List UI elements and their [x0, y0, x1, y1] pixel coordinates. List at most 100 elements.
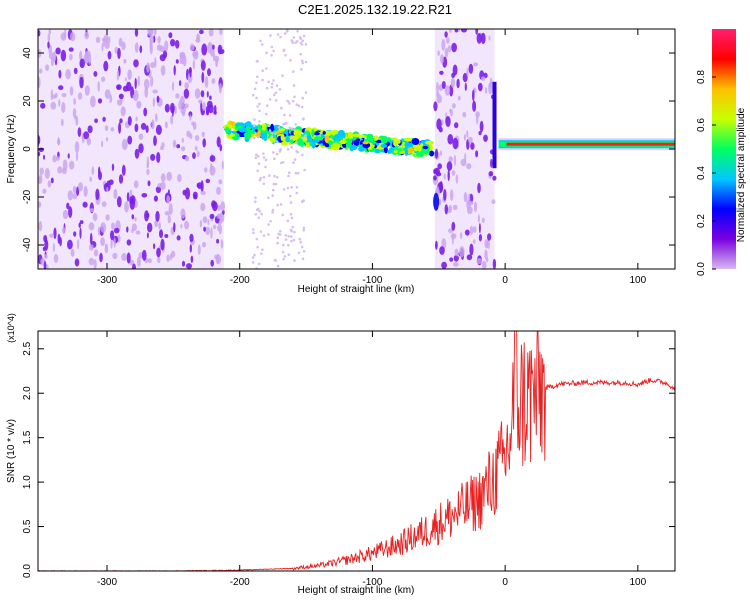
spectrogram-blob	[217, 204, 221, 212]
spectrogram-blob	[79, 220, 84, 225]
spectrogram-blob	[68, 206, 73, 218]
spectrogram-blob	[127, 69, 132, 81]
spectrogram-blob	[44, 168, 50, 179]
spectrogram-blob	[188, 111, 193, 118]
spectrogram-blob	[160, 65, 166, 76]
spectrogram-dot	[301, 61, 305, 65]
spectrogram-dot	[264, 165, 267, 169]
spectrogram-blob	[192, 152, 196, 160]
spectrogram-blob	[459, 246, 465, 258]
spectrogram-blob	[134, 42, 139, 53]
spectrogram-blob	[472, 239, 476, 244]
spectrogram-dot	[261, 78, 264, 82]
spectrogram-dot	[278, 88, 282, 91]
spectrogram-blob	[73, 231, 77, 237]
spectrogram-dot	[258, 209, 262, 213]
spectrogram-blob	[43, 235, 48, 243]
spectrogram-dot	[264, 158, 268, 162]
spectrogram-blob	[472, 89, 475, 102]
spectrogram-blob	[450, 233, 457, 240]
spectrogram-blob	[261, 123, 267, 131]
spectrogram-dot	[260, 252, 263, 255]
spectrogram-blob	[52, 242, 56, 253]
y-tick-label: 40	[22, 47, 33, 59]
spectrogram-blob	[83, 185, 88, 197]
spectrogram-dot	[258, 109, 261, 113]
spectrogram-blob	[134, 148, 140, 159]
spectrogram-blob	[220, 201, 226, 212]
x-tick-label: -200	[230, 577, 250, 588]
spectrogram-dot	[295, 103, 299, 106]
spectrogram-blob	[207, 42, 213, 54]
spectrogram-blob	[460, 158, 467, 167]
spectrogram-dot	[272, 188, 275, 192]
y-tick-label: 2.5	[22, 341, 33, 355]
spectrogram-blob	[175, 93, 180, 99]
spectrogram-blob	[147, 180, 151, 187]
spectrogram-blob	[404, 142, 413, 148]
spectrogram-blob	[492, 175, 497, 181]
page-title: C2E1.2025.132.19.22.R21	[298, 2, 452, 17]
spectrogram-blob	[478, 234, 482, 242]
spectrogram-blob	[166, 195, 170, 204]
spectrogram-dot	[260, 212, 263, 216]
spectrogram-blob	[210, 259, 214, 267]
spectrogram-x-label: Height of straight line (km)	[298, 284, 415, 295]
spectrogram-blob	[97, 98, 103, 104]
spectrogram-dot	[271, 208, 275, 212]
spectrogram-dot	[256, 59, 259, 63]
spectrogram-blob	[103, 60, 109, 72]
snr-series-line	[38, 331, 675, 571]
spectrogram-blob	[103, 34, 109, 44]
spectrogram-dot	[290, 186, 293, 189]
spectrogram-blob	[150, 153, 156, 161]
spectrogram-dot	[257, 162, 261, 165]
spectrogram-blob	[152, 89, 158, 94]
spectrogram-blob	[467, 206, 473, 215]
spectrogram-blob	[47, 180, 52, 188]
spectrogram-blob	[48, 29, 52, 35]
spectrogram-blob	[122, 85, 129, 92]
spectrogram-dot	[289, 194, 292, 198]
spectrogram-dot	[256, 245, 259, 249]
spectrogram-blob	[483, 134, 488, 142]
spectrogram-blob	[167, 214, 171, 224]
spectrogram-blob	[49, 233, 55, 238]
spectrogram-dot	[293, 158, 297, 161]
spectrogram-blob	[86, 50, 91, 58]
spectrogram-blob	[89, 208, 94, 213]
spectrogram-blob	[170, 115, 174, 125]
spectrogram-blob	[158, 222, 162, 230]
spectrogram-blob	[404, 137, 412, 142]
spectrogram-blob	[257, 124, 262, 129]
spectrogram-blob	[170, 250, 176, 258]
y-tick-label: 0	[22, 146, 33, 152]
spectrogram-blob	[47, 33, 51, 42]
spectrogram-dot	[292, 36, 296, 39]
spectrogram-blob	[79, 76, 84, 89]
spectrogram-blob	[161, 142, 165, 148]
spectrogram-blob	[50, 101, 57, 110]
spectrogram-blob	[135, 116, 138, 122]
spectrogram-blob	[134, 123, 139, 133]
spectrogram-blob	[136, 100, 142, 109]
spectrogram-dot	[259, 39, 262, 43]
spectrogram-dot	[265, 104, 269, 107]
spectrogram-blob	[210, 227, 213, 240]
spectrogram-blob	[137, 75, 140, 87]
x-tick-label: 0	[502, 275, 508, 286]
spectrogram-dot	[280, 106, 283, 110]
spectrogram-dot	[254, 213, 258, 216]
spectrogram-blob	[451, 42, 457, 53]
spectrogram-blob	[67, 190, 74, 201]
spectrogram-dot	[288, 126, 291, 130]
colorbar-tick-label: 0.4	[696, 166, 707, 180]
spectrogram-blob	[302, 136, 308, 143]
spectrogram-blob	[192, 191, 198, 199]
spectrogram-blob	[437, 50, 440, 56]
spectrogram-blob	[78, 182, 83, 192]
spectrogram-blob	[57, 166, 63, 174]
spectrogram-blob	[189, 133, 193, 140]
spectrogram-blob	[444, 204, 448, 215]
x-tick-label: -300	[97, 275, 117, 286]
